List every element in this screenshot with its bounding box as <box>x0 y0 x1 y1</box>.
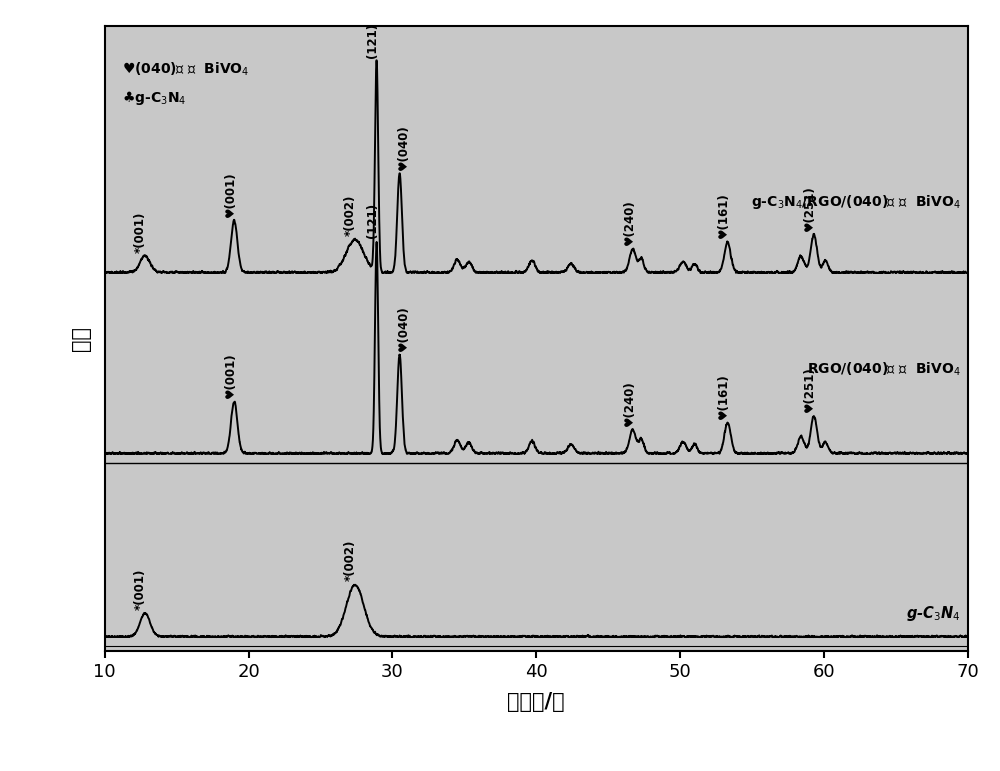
Text: *(002): *(002) <box>344 195 357 236</box>
Y-axis label: 强度: 强度 <box>71 326 91 351</box>
Text: ♥(040): ♥(040) <box>397 305 410 351</box>
Text: ♥(251): ♥(251) <box>803 186 816 231</box>
Text: g-C$_3$N$_4$: g-C$_3$N$_4$ <box>906 604 961 623</box>
Text: ♣g-C$_3$N$_4$: ♣g-C$_3$N$_4$ <box>122 89 186 107</box>
Text: RGO/(040)晶 面  BiVO$_4$: RGO/(040)晶 面 BiVO$_4$ <box>807 360 961 378</box>
Text: *(001): *(001) <box>133 568 146 610</box>
Text: ♥(240): ♥(240) <box>623 381 636 426</box>
Text: (121): (121) <box>366 204 379 238</box>
Text: ♥(161): ♥(161) <box>717 193 730 238</box>
Text: ♥(240): ♥(240) <box>623 200 636 245</box>
X-axis label: 衰射角/度: 衰射角/度 <box>507 692 565 712</box>
Text: *(002): *(002) <box>344 540 357 581</box>
Text: ♥(251): ♥(251) <box>803 366 816 412</box>
Text: ♥(161): ♥(161) <box>717 374 730 419</box>
Text: ♥(040): ♥(040) <box>397 125 410 170</box>
Text: ♥(001): ♥(001) <box>224 172 237 217</box>
Text: ♥(040)晶 面  BiVO$_4$: ♥(040)晶 面 BiVO$_4$ <box>122 61 249 79</box>
Text: (121): (121) <box>366 22 379 58</box>
Text: ♥(001): ♥(001) <box>224 352 237 398</box>
Text: *(001): *(001) <box>133 211 146 253</box>
Text: g-C$_3$N$_4$/RGO/(040)晶 面  BiVO$_4$: g-C$_3$N$_4$/RGO/(040)晶 面 BiVO$_4$ <box>751 193 961 211</box>
